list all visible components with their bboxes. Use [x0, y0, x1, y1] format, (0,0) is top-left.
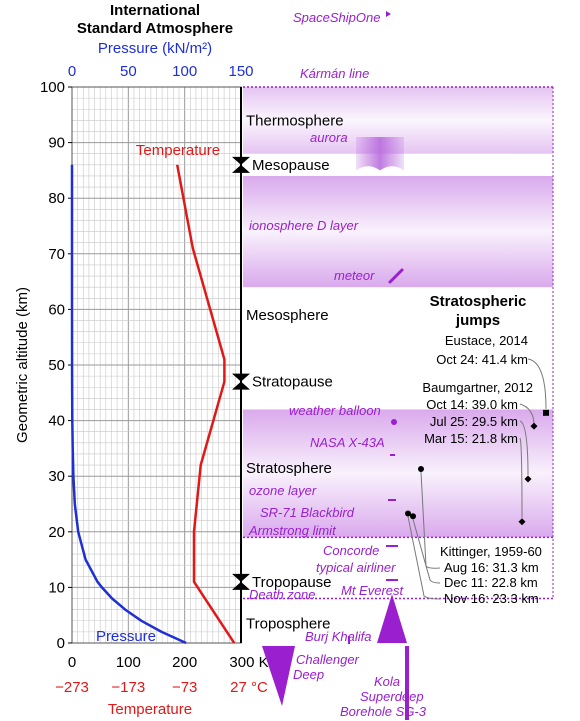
y-tick-label: 90 [48, 135, 65, 152]
annotation-label: aurora [310, 130, 348, 145]
kola-label: Borehole SG-3 [340, 704, 427, 719]
layer-label: Tropopause [252, 574, 332, 591]
annotation-label: Burj Khalifa [305, 629, 371, 644]
meteor-trail [388, 268, 404, 284]
annotation-label: NASA X-43A [310, 435, 385, 450]
celsius-tick-label: −173 [111, 679, 145, 696]
boundary-marker [232, 573, 250, 590]
jump-entry: Oct 14: 39.0 km [426, 397, 518, 412]
kelvin-tick-label: 200 [172, 654, 197, 671]
jump-leader-line [519, 403, 535, 424]
aurora-curtain [356, 137, 404, 171]
jumps-title-line-2: jumps [455, 312, 500, 329]
layer-label: Stratosphere [246, 460, 332, 477]
jumps-title-line-1: Stratospheric [430, 293, 527, 310]
jump-entry: Aug 16: 31.3 km [444, 560, 539, 575]
annotation-label: SpaceShipOne [293, 10, 380, 25]
temperature-line [175, 164, 236, 644]
challenger-label-2: Deep [293, 667, 324, 682]
layer-label: Mesopause [252, 157, 330, 174]
jump-marker [405, 510, 411, 517]
annotation-label: Death zone [249, 587, 316, 602]
plot-grid [71, 86, 242, 644]
jump-marker [524, 475, 532, 483]
kelvin-tick-label: 0 [68, 654, 76, 671]
jump-marker [530, 422, 538, 430]
jump-entry: Nov 16: 23.3 km [444, 591, 539, 606]
challenger-deep-wedge [262, 646, 295, 706]
annotation-label: ionosphere D layer [249, 218, 359, 233]
annotation-label: Kármán line [300, 66, 369, 81]
temperature-axis-label: Temperature [108, 701, 192, 718]
annotation-label: SR-71 Blackbird [260, 505, 355, 520]
pressure-line [70, 164, 187, 645]
jump-marker [410, 513, 416, 520]
jump-entry: Mar 15: 21.8 km [424, 431, 518, 446]
y-tick-label: 80 [48, 190, 65, 207]
layer-label: Mesosphere [246, 307, 329, 324]
challenger-label-1: Challenger [296, 652, 360, 667]
pressure-tick-label: 0 [68, 63, 76, 80]
annotation-label: meteor [334, 268, 375, 283]
temperature-series-label: Temperature [136, 142, 220, 159]
chart-title-line-2: Standard Atmosphere [77, 20, 233, 37]
jump-marker [543, 409, 549, 416]
chart-title-line-1: International [110, 2, 200, 19]
annotation-label: Mt Everest [341, 583, 405, 598]
annotation-label: weather balloon [289, 403, 381, 418]
kola-label: Superdeep [360, 689, 424, 704]
y-tick-label: 100 [40, 79, 65, 96]
jump-leader-line [527, 358, 547, 409]
layer-label: Thermosphere [246, 112, 344, 129]
ozone-band [243, 409, 553, 538]
y-axis-label: Geometric altitude (km) [14, 287, 31, 443]
jump-entry: Jul 25: 29.5 km [430, 414, 518, 429]
jump-leader-line [519, 420, 529, 475]
y-tick-label: 10 [48, 579, 65, 596]
jump-group-header: Eustace, 2014 [445, 333, 528, 348]
annotation-label: Armstrong limit [248, 523, 337, 538]
spaceshipone-marker [386, 11, 391, 17]
jump-group-header: Baumgartner, 2012 [422, 380, 533, 395]
pressure-tick-label: 50 [120, 63, 137, 80]
jump-leader-line [407, 516, 441, 600]
layer-label: Stratopause [252, 374, 333, 391]
pressure-axis-label: Pressure (kN/m²) [98, 40, 212, 57]
pressure-tick-label: 100 [172, 63, 197, 80]
jump-marker [418, 465, 424, 472]
boundary-marker [232, 156, 250, 173]
jump-group-header: Kittinger, 1959-60 [440, 544, 542, 559]
jump-leader-line [519, 437, 523, 518]
jump-entry: Oct 24: 41.4 km [436, 352, 528, 367]
kola-label: Kola [374, 674, 400, 689]
pressure-series-label: Pressure [96, 628, 156, 645]
kola-borehole-bar [405, 646, 409, 720]
y-tick-label: 20 [48, 524, 65, 541]
y-tick-label: 50 [48, 357, 65, 374]
annotation-label: Concorde [323, 543, 379, 558]
boundary-marker [232, 373, 250, 390]
mt-everest-mountain [377, 594, 407, 643]
jump-entry: Dec 11: 22.8 km [444, 575, 538, 590]
annotation-label: ozone layer [249, 483, 317, 498]
celsius-tick-label: −273 [55, 679, 89, 696]
y-tick-label: 70 [48, 246, 65, 263]
y-tick-label: 0 [57, 635, 65, 652]
celsius-tick-label: −73 [172, 679, 197, 696]
annotation-label: typical airliner [316, 560, 396, 575]
jump-leader-line [412, 519, 441, 584]
y-tick-label: 40 [48, 413, 65, 430]
y-tick-label: 30 [48, 468, 65, 485]
jump-marker [518, 518, 526, 526]
kelvin-tick-label: 300 K [229, 654, 268, 671]
y-tick-label: 60 [48, 301, 65, 318]
layer-label: Troposphere [246, 616, 331, 633]
weather-balloon-marker [391, 419, 397, 425]
pressure-tick-label: 150 [228, 63, 253, 80]
celsius-tick-label: 27 °C [230, 679, 268, 696]
ionosphere-band [243, 175, 553, 288]
kelvin-tick-label: 100 [116, 654, 141, 671]
